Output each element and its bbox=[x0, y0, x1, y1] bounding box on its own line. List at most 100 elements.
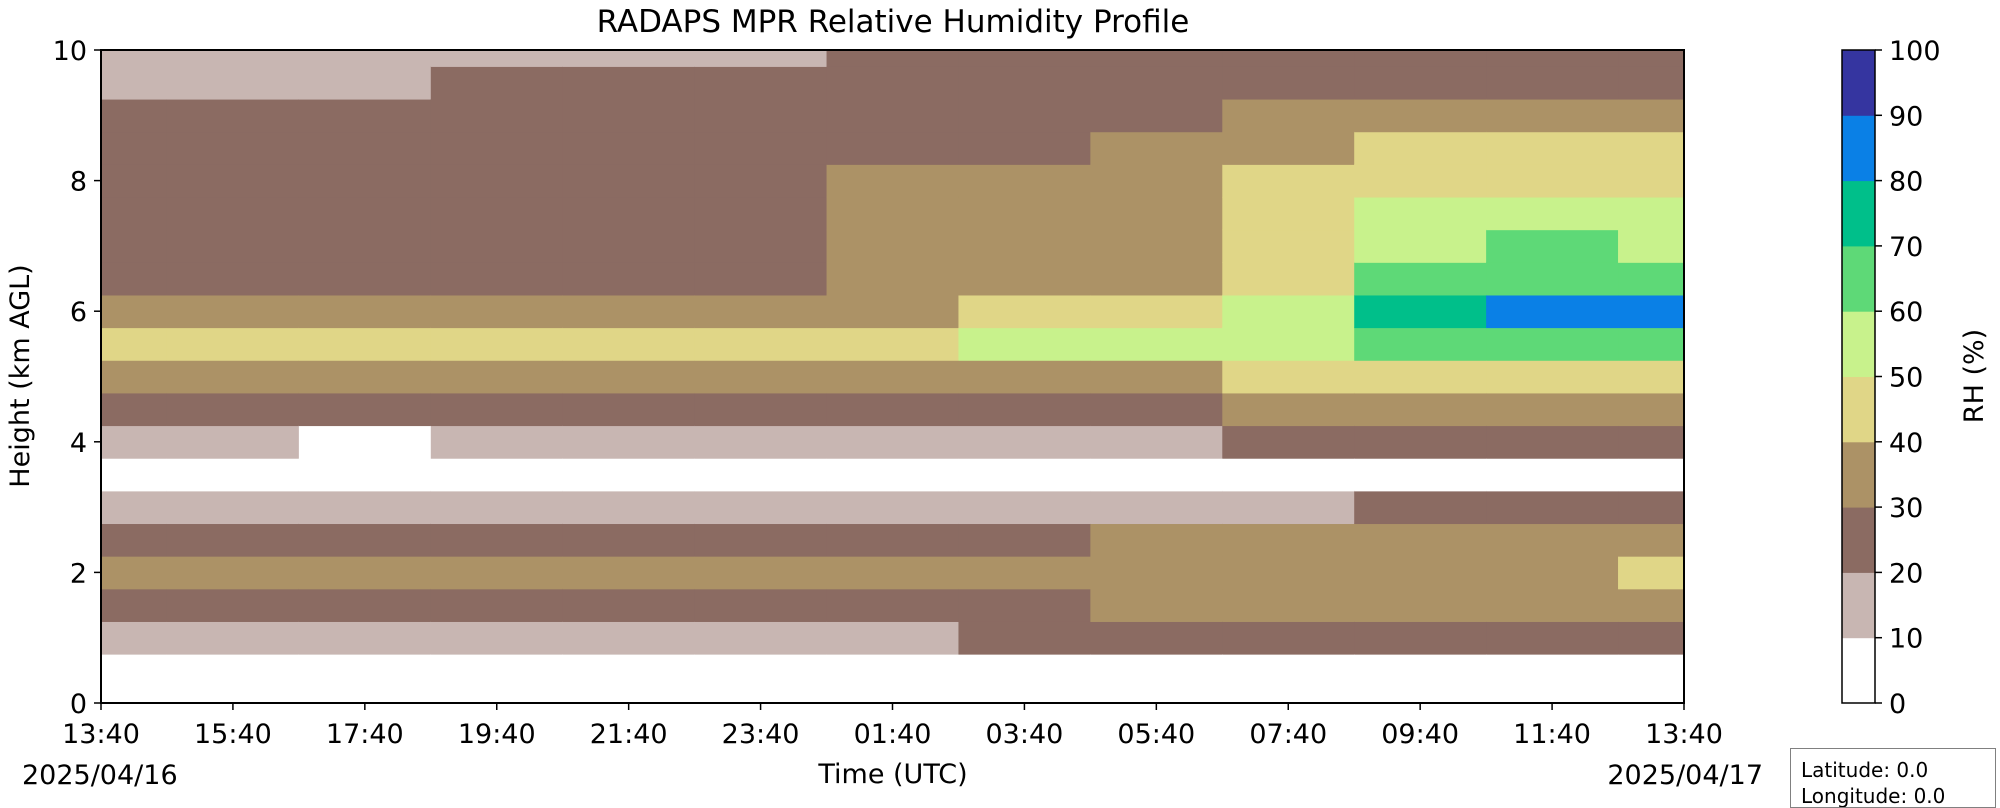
rh-cell bbox=[298, 229, 432, 263]
rh-cell bbox=[166, 360, 300, 394]
rh-cell bbox=[1354, 523, 1487, 557]
rh-cell bbox=[1090, 392, 1223, 427]
rh-cell bbox=[166, 50, 300, 67]
rh-cell bbox=[562, 50, 696, 67]
rh-cell bbox=[694, 196, 828, 231]
rh-cell bbox=[694, 327, 828, 361]
rh-cell bbox=[1618, 588, 1684, 622]
rh-cell bbox=[958, 66, 1091, 100]
rh-cell bbox=[1354, 556, 1487, 590]
colorbar-swatch bbox=[1842, 376, 1875, 443]
rh-cell bbox=[101, 294, 168, 329]
rh-cell bbox=[1486, 458, 1619, 492]
x-tick-label: 19:40 bbox=[458, 719, 536, 750]
rh-cell bbox=[298, 360, 432, 394]
rh-cell bbox=[958, 392, 1091, 427]
colorbar-tick-label: 60 bbox=[1889, 297, 1923, 328]
colorbar bbox=[1842, 50, 1875, 704]
rh-cell bbox=[694, 425, 828, 459]
rh-cell bbox=[826, 98, 960, 133]
colorbar-tick-label: 90 bbox=[1889, 101, 1923, 132]
rh-cell bbox=[958, 621, 1091, 655]
colorbar-swatch bbox=[1842, 507, 1875, 573]
rh-cell bbox=[1486, 621, 1619, 655]
rh-cell bbox=[1090, 360, 1223, 394]
rh-cell bbox=[1486, 654, 1619, 688]
rh-cell bbox=[826, 490, 960, 525]
rh-cell bbox=[101, 164, 168, 198]
rh-cell bbox=[1486, 360, 1619, 394]
x-axis: 13:40 15:40 17:40 19:40 21:40 23:40 01:40 03:40… bbox=[62, 703, 1723, 750]
rh-cell bbox=[826, 686, 960, 703]
colorbar-tick-label: 40 bbox=[1889, 428, 1923, 459]
rh-cell bbox=[1486, 327, 1619, 361]
rh-cell bbox=[1486, 392, 1619, 427]
rh-cell bbox=[1090, 294, 1223, 329]
rh-cell bbox=[1222, 360, 1355, 394]
rh-cell bbox=[958, 164, 1091, 198]
y-axis: 0 2 4 6 8 10 bbox=[53, 36, 101, 720]
colorbar-label: RH (%) bbox=[1959, 329, 1990, 423]
x-tick-label: 09:40 bbox=[1381, 719, 1459, 750]
rh-cell bbox=[694, 294, 828, 329]
rh-cell bbox=[1354, 294, 1487, 329]
rh-cell bbox=[694, 360, 828, 394]
rh-cell bbox=[1090, 588, 1223, 622]
rh-cell bbox=[430, 131, 564, 165]
rh-contour-field bbox=[101, 50, 1684, 703]
rh-cell bbox=[1222, 50, 1355, 67]
rh-cell bbox=[958, 588, 1091, 622]
rh-cell bbox=[1618, 392, 1684, 427]
rh-cell bbox=[1222, 588, 1355, 622]
rh-cell bbox=[958, 262, 1091, 296]
rh-cell bbox=[1222, 490, 1355, 525]
rh-cell bbox=[562, 654, 696, 688]
rh-cell bbox=[101, 229, 168, 263]
rh-cell bbox=[694, 131, 828, 165]
rh-cell bbox=[430, 294, 564, 329]
rh-cell bbox=[826, 327, 960, 361]
rh-cell bbox=[562, 229, 696, 263]
rh-cell bbox=[298, 131, 432, 165]
rh-cell bbox=[694, 66, 828, 100]
rh-cell bbox=[1090, 458, 1223, 492]
rh-cell bbox=[101, 621, 168, 655]
y-tick-label: 2 bbox=[70, 558, 87, 589]
rh-cell bbox=[562, 425, 696, 459]
rh-cell bbox=[1618, 66, 1684, 100]
rh-cell bbox=[101, 131, 168, 165]
rh-cell bbox=[562, 131, 696, 165]
rh-cell bbox=[1618, 523, 1684, 557]
rh-cell bbox=[1222, 66, 1355, 100]
colorbar-swatch bbox=[1842, 50, 1875, 116]
rh-cell bbox=[1486, 164, 1619, 198]
rh-cell bbox=[1222, 164, 1355, 198]
rh-cell bbox=[826, 654, 960, 688]
rh-cell bbox=[1090, 621, 1223, 655]
rh-cell bbox=[430, 327, 564, 361]
rh-cell bbox=[1222, 131, 1355, 165]
rh-cell bbox=[1486, 98, 1619, 133]
rh-cell bbox=[826, 196, 960, 231]
rh-cell bbox=[298, 458, 432, 492]
rh-cell bbox=[1486, 294, 1619, 329]
rh-cell bbox=[694, 654, 828, 688]
rh-cell bbox=[1090, 327, 1223, 361]
rh-cell bbox=[826, 294, 960, 329]
rh-cell bbox=[694, 262, 828, 296]
rh-cell bbox=[430, 458, 564, 492]
rh-cell bbox=[166, 588, 300, 622]
rh-cell bbox=[430, 425, 564, 459]
rh-cell bbox=[430, 229, 564, 263]
rh-cell bbox=[1618, 425, 1684, 459]
rh-cell bbox=[694, 490, 828, 525]
rh-cell bbox=[694, 164, 828, 198]
y-tick-label: 10 bbox=[53, 36, 87, 67]
rh-cell bbox=[1618, 360, 1684, 394]
rh-cell bbox=[1090, 196, 1223, 231]
rh-cell bbox=[430, 556, 564, 590]
rh-cell bbox=[166, 392, 300, 427]
colorbar-swatch bbox=[1842, 245, 1875, 312]
rh-cell bbox=[101, 458, 168, 492]
rh-cell bbox=[562, 360, 696, 394]
